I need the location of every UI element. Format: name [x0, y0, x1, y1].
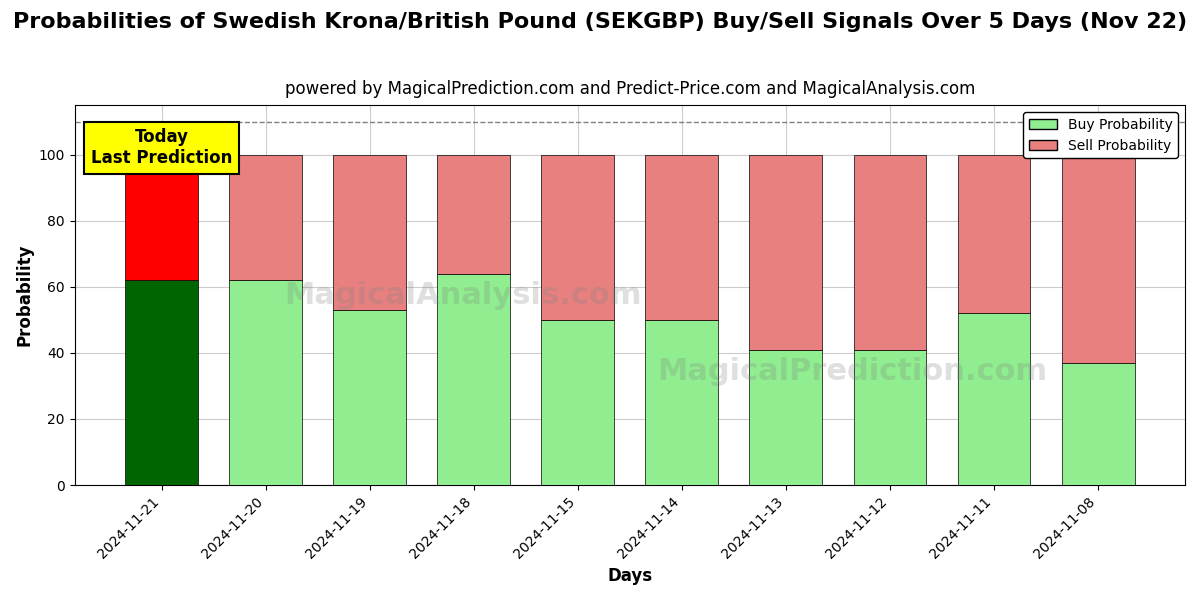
Bar	[541, 155, 614, 320]
Text: Probabilities of Swedish Krona/British Pound (SEKGBP) Buy/Sell Signals Over 5 Da: Probabilities of Swedish Krona/British P…	[13, 12, 1187, 32]
Bar	[125, 280, 198, 485]
Bar	[334, 155, 406, 310]
Bar	[853, 350, 926, 485]
Bar	[541, 320, 614, 485]
Bar	[958, 313, 1031, 485]
Bar	[437, 274, 510, 485]
Bar	[853, 155, 926, 350]
Bar	[750, 350, 822, 485]
Y-axis label: Probability: Probability	[16, 244, 34, 346]
Text: Today
Last Prediction: Today Last Prediction	[91, 128, 233, 167]
Bar	[334, 310, 406, 485]
Text: MagicalPrediction.com: MagicalPrediction.com	[656, 356, 1046, 386]
Bar	[125, 155, 198, 280]
Bar	[958, 155, 1031, 313]
Bar	[229, 155, 302, 280]
Bar	[750, 155, 822, 350]
Bar	[1062, 363, 1134, 485]
X-axis label: Days: Days	[607, 567, 653, 585]
Bar	[646, 320, 719, 485]
Legend: Buy Probability, Sell Probability: Buy Probability, Sell Probability	[1024, 112, 1178, 158]
Title: powered by MagicalPrediction.com and Predict-Price.com and MagicalAnalysis.com: powered by MagicalPrediction.com and Pre…	[284, 80, 976, 98]
Bar	[646, 155, 719, 320]
Text: MagicalAnalysis.com: MagicalAnalysis.com	[284, 281, 642, 310]
Bar	[229, 280, 302, 485]
Bar	[437, 155, 510, 274]
Bar	[1062, 155, 1134, 363]
